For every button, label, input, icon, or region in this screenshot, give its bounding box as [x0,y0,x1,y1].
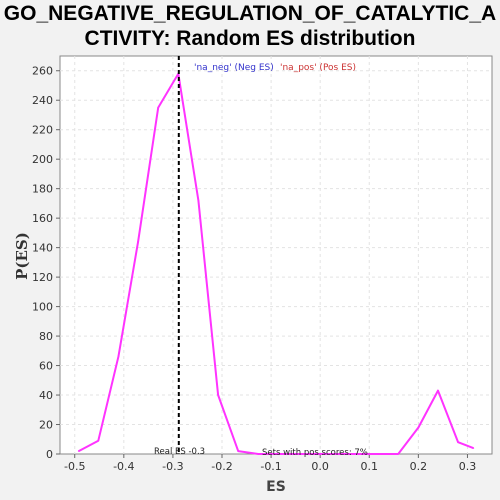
data-point [337,453,340,455]
x-tick-label: -0.1 [260,460,281,473]
y-tick-label: 160 [32,212,53,225]
data-point [297,453,299,455]
data-point [357,453,360,455]
real-es-label: Real ES -0.3 [154,447,205,457]
y-tick-label: 240 [32,94,53,107]
y-tick-label: 220 [32,124,53,137]
data-point [97,439,100,442]
neg-es-label: 'na_neg' (Neg ES) [194,63,274,73]
x-tick-label: 0.0 [311,460,329,473]
y-tick-label: 0 [46,448,53,461]
data-point [417,426,420,429]
y-tick-label: 260 [32,65,53,78]
data-point [257,453,260,455]
x-tick-label: 0.1 [361,460,379,473]
x-tick-label: 0.3 [459,460,477,473]
data-point [457,441,459,444]
data-point [137,240,139,243]
y-tick-label: 20 [39,419,53,432]
plot-area [59,55,493,455]
data-point [277,453,280,455]
data-point [197,199,200,202]
data-point [472,447,475,449]
x-tick-label: 0.2 [410,460,428,473]
data-point [77,450,80,452]
pos-scores-label: Sets with pos scores: 7% [262,448,368,458]
data-point [157,106,159,109]
y-tick-label: 100 [32,301,53,314]
grid-layer [60,56,492,454]
x-tick-label: -0.2 [211,460,232,473]
chart-title-line-2: CTIVITY: Random ES distribution [84,27,416,50]
chart-title-line-1: GO_NEGATIVE_REGULATION_OF_CATALYTIC_A [3,2,497,25]
x-axis-label: ES [266,479,286,495]
data-point [437,389,439,392]
y-tick-label: 140 [32,242,53,255]
y-tick-label: 80 [39,330,53,343]
data-point [217,394,219,396]
y-axis-label: P(ES) [13,232,31,280]
x-tick-label: -0.3 [162,460,183,473]
data-point [237,450,239,452]
data-point [377,453,379,455]
x-tick-label: -0.4 [113,460,134,473]
y-tick-label: 180 [32,183,53,196]
y-tick-label: 40 [39,389,53,402]
data-point [317,453,320,455]
x-tick-label: -0.5 [64,460,85,473]
data-point [117,355,120,358]
y-tick-label: 60 [39,360,53,373]
axis-layer: 0 20 40 60 80 100 120 140 160 180 200 220 240 260 -0.5… [32,65,476,473]
y-tick-label: 200 [32,153,53,166]
data-point [397,453,400,455]
y-tick-label: 120 [32,271,53,284]
pos-es-label: 'na_pos' (Pos ES) [280,63,356,73]
